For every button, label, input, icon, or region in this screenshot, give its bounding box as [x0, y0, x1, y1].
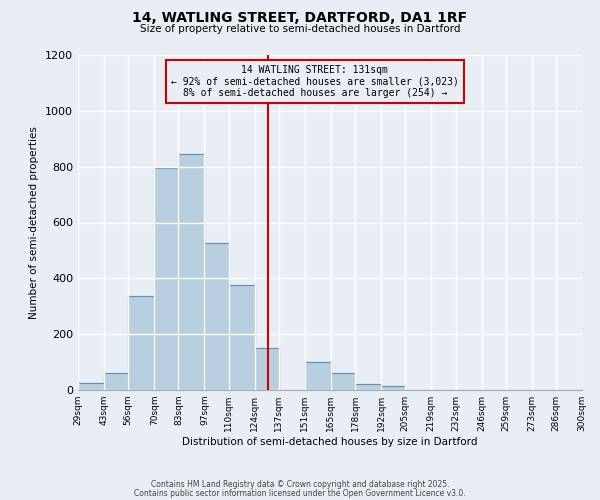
Bar [78, 383, 104, 390]
Bar [128, 296, 154, 390]
Bar [205, 244, 229, 390]
Bar [178, 154, 205, 390]
Text: Contains HM Land Registry data © Crown copyright and database right 2025.: Contains HM Land Registry data © Crown c… [151, 480, 449, 489]
Y-axis label: Number of semi-detached properties: Number of semi-detached properties [29, 126, 40, 319]
Text: Size of property relative to semi-detached houses in Dartford: Size of property relative to semi-detach… [140, 24, 460, 34]
X-axis label: Distribution of semi-detached houses by size in Dartford: Distribution of semi-detached houses by … [182, 437, 478, 447]
Bar [104, 373, 128, 390]
Bar [229, 286, 254, 390]
Bar [254, 348, 279, 390]
Text: 14 WATLING STREET: 131sqm
← 92% of semi-detached houses are smaller (3,023)
8% o: 14 WATLING STREET: 131sqm ← 92% of semi-… [171, 65, 459, 98]
Bar [254, 348, 279, 390]
Bar [154, 168, 178, 390]
Bar [305, 362, 331, 390]
Text: Contains public sector information licensed under the Open Government Licence v3: Contains public sector information licen… [134, 488, 466, 498]
Bar [154, 168, 178, 390]
Text: 14, WATLING STREET, DARTFORD, DA1 1RF: 14, WATLING STREET, DARTFORD, DA1 1RF [133, 11, 467, 25]
Bar [355, 384, 381, 390]
Bar [205, 244, 229, 390]
Bar [229, 286, 254, 390]
Bar [78, 383, 104, 390]
Bar [381, 386, 406, 390]
Bar [128, 296, 154, 390]
Bar [178, 154, 205, 390]
Bar [305, 362, 331, 390]
Bar [381, 386, 406, 390]
Bar [355, 384, 381, 390]
Bar [104, 373, 128, 390]
Bar [331, 373, 355, 390]
Bar [331, 373, 355, 390]
